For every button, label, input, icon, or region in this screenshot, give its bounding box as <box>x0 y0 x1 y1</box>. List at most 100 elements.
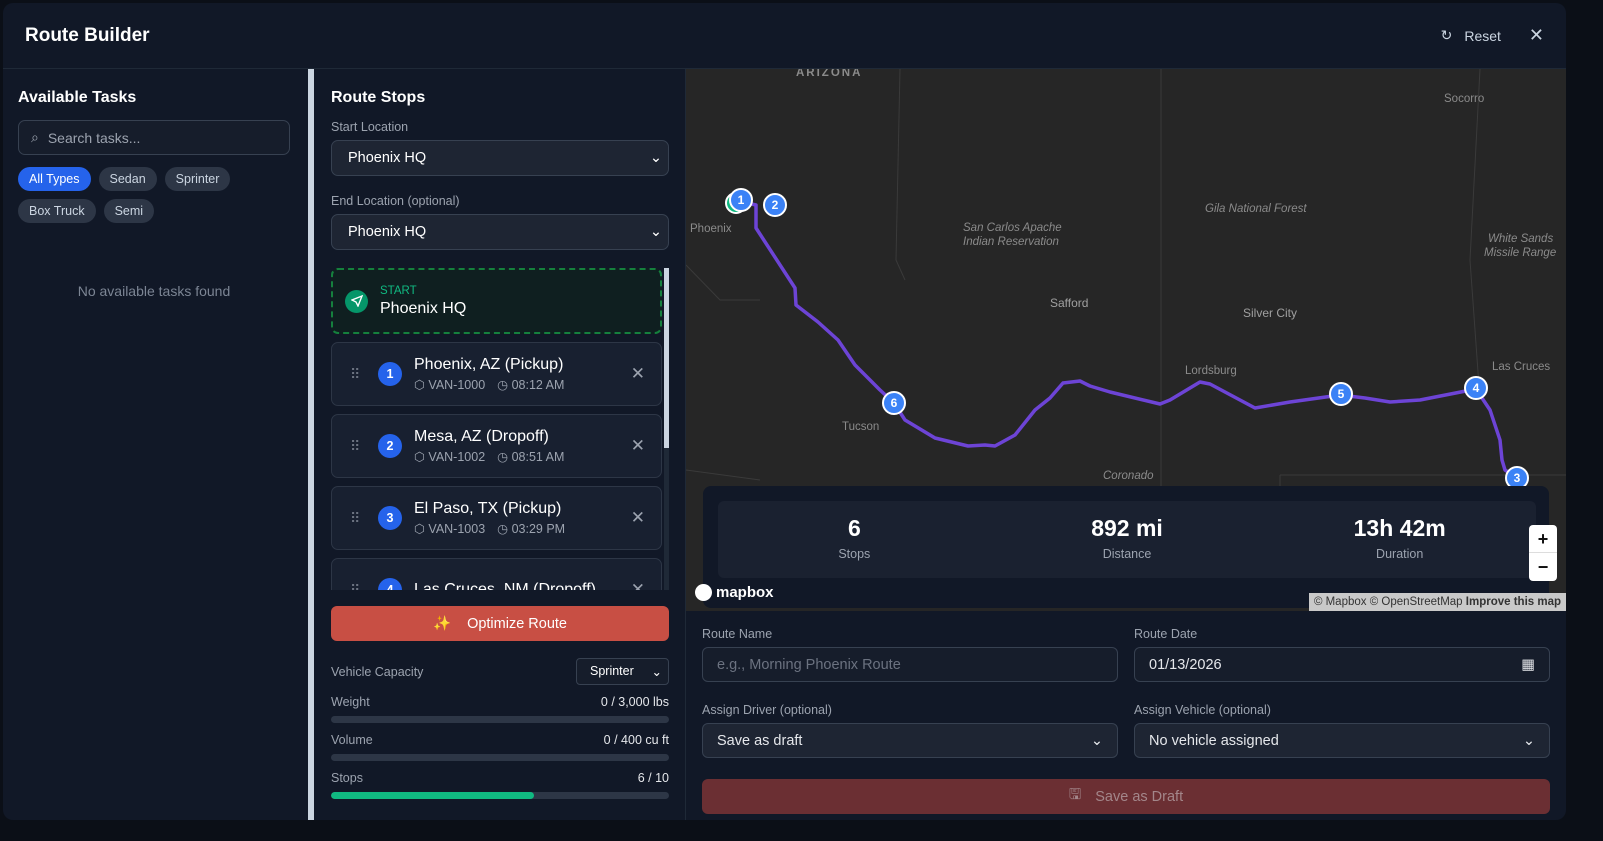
package-icon: ⬡ <box>414 450 425 464</box>
driver-label: Assign Driver (optional) <box>702 703 832 717</box>
driver-select[interactable]: Save as draft ⌄ <box>702 723 1118 758</box>
stop-name: Las Cruces, NM (Dropoff) <box>414 581 596 590</box>
remove-stop-icon[interactable]: ✕ <box>630 508 645 527</box>
stat-distance: 892 mi Distance <box>991 501 1264 578</box>
stop-list-scrollbar[interactable] <box>664 268 669 590</box>
drag-handle-icon[interactable]: ⠿ <box>350 437 361 454</box>
stop-marker[interactable]: 3 <box>1505 466 1529 490</box>
remove-stop-icon[interactable]: ✕ <box>630 364 645 383</box>
stop-name: El Paso, TX (Pickup) <box>414 500 562 517</box>
modal-header: Route Builder ↻ Reset ✕ <box>3 3 1566 69</box>
reset-button[interactable]: ↻ Reset <box>1441 27 1501 44</box>
stops-value: 6 / 10 <box>637 771 669 785</box>
search-icon: ⌕ <box>31 129 39 145</box>
stop-marker[interactable]: 5 <box>1329 382 1353 406</box>
map-label-silver-city: Silver City <box>1243 306 1297 320</box>
save-label: Save as Draft <box>1095 788 1184 805</box>
stop-vehicle: VAN-1000 <box>428 378 486 392</box>
zoom-in-button[interactable]: + <box>1529 525 1557 553</box>
optimize-route-button[interactable]: ✨ Optimize Route <box>331 606 669 641</box>
time-meta: ◷ 03:29 PM <box>497 521 565 536</box>
remove-stop-icon[interactable]: ✕ <box>630 436 645 455</box>
zoom-out-button[interactable]: − <box>1537 557 1549 577</box>
optimize-label: Optimize Route <box>467 615 567 632</box>
weight-bar <box>331 716 669 723</box>
marker-circle <box>1329 382 1353 406</box>
filter-box-truck[interactable]: Box Truck <box>18 199 96 223</box>
stop-marker[interactable]: 2 <box>763 193 787 217</box>
driver-value: Save as draft <box>717 732 803 749</box>
filter-sprinter[interactable]: Sprinter <box>164 167 231 191</box>
stops-label: Stops <box>331 771 363 785</box>
map-label-white-sands: White Sands <box>1488 233 1553 245</box>
start-location-select[interactable]: Phoenix HQ ⌄ <box>331 140 669 176</box>
stop-marker[interactable]: 1 <box>729 188 753 212</box>
map-label-safford: Safford <box>1050 296 1088 310</box>
calendar-icon[interactable]: ▦ <box>1521 656 1535 673</box>
filter-sedan[interactable]: Sedan <box>98 167 157 191</box>
route-date-label: Route Date <box>1134 627 1198 641</box>
stat-duration: 13h 42m Duration <box>1263 501 1536 578</box>
marker-label: 3 <box>1514 471 1521 485</box>
map-label-missile-range: Missile Range <box>1484 247 1556 259</box>
improve-map-link[interactable]: Improve this map <box>1465 596 1561 608</box>
stop-card[interactable]: ⠿ 1 Phoenix, AZ (Pickup) ⬡ VAN-1000 ◷ 08:12 … <box>331 342 662 406</box>
vehicle-meta: ⬡ VAN-1003 <box>414 521 485 536</box>
stop-vehicle: VAN-1002 <box>428 450 486 464</box>
stat-value: 892 mi <box>1091 515 1163 541</box>
chevron-down-icon: ⌄ <box>651 665 662 679</box>
drag-handle-icon[interactable]: ⠿ <box>350 365 361 382</box>
stops-bar <box>331 792 669 799</box>
vehicle-capacity-label: Vehicle Capacity <box>331 664 424 679</box>
panel-resize-handle[interactable] <box>308 69 314 820</box>
map-attribution: © Mapbox © OpenStreetMap Improve this ma… <box>1308 593 1566 611</box>
capacity-vehicle-select[interactable]: Sprinter ⌄ <box>576 658 669 685</box>
chevron-down-icon: ⌄ <box>649 150 662 166</box>
marker-circle <box>763 193 787 217</box>
available-tasks-panel: Available Tasks ⌕ Search tasks... All Typ… <box>3 69 305 820</box>
vehicle-select[interactable]: No vehicle assigned ⌄ <box>1134 723 1550 758</box>
stop-time: 03:29 PM <box>511 522 566 536</box>
search-input[interactable]: ⌕ Search tasks... <box>18 120 290 155</box>
stop-card[interactable]: ⠿ 3 El Paso, TX (Pickup) ⬡ VAN-1003 ◷ 03:29 … <box>331 486 662 550</box>
stop-name: Phoenix, AZ (Pickup) <box>414 356 564 373</box>
route-name-input[interactable]: e.g., Morning Phoenix Route <box>702 647 1118 682</box>
map-label-las-cruces: Las Cruces <box>1492 361 1550 373</box>
zoom-control: + − <box>1529 525 1557 581</box>
modal-title: Route Builder <box>25 24 150 46</box>
close-icon[interactable]: ✕ <box>1528 25 1544 45</box>
filter-semi[interactable]: Semi <box>103 199 155 223</box>
filter-all-types[interactable]: All Types <box>18 167 91 191</box>
stat-label: Duration <box>1376 547 1424 561</box>
attribution-text[interactable]: © Mapbox © OpenStreetMap <box>1313 596 1463 608</box>
stop-marker[interactable]: 6 <box>882 391 906 415</box>
stat-value: 13h 42m <box>1353 515 1446 541</box>
start-location-value: Phoenix HQ <box>348 150 427 166</box>
remove-stop-icon[interactable]: ✕ <box>630 580 645 590</box>
route-stops-title: Route Stops <box>331 89 426 106</box>
map-canvas[interactable]: ARIZONA Socorro Gila National Forest San… <box>686 69 1566 611</box>
marker-label: 1 <box>738 193 745 207</box>
stop-card[interactable]: ⠿ 4 Las Cruces, NM (Dropoff) ✕ <box>331 558 662 590</box>
route-date-input[interactable]: 01/13/2026 ▦ <box>1134 647 1550 682</box>
capacity-vehicle-value: Sprinter <box>590 664 634 678</box>
mapbox-logo[interactable]: mapbox <box>695 584 774 601</box>
vehicle-value: No vehicle assigned <box>1149 732 1279 749</box>
map-label-socorro: Socorro <box>1444 93 1484 105</box>
route-map[interactable]: ARIZONA Socorro Gila National Forest San… <box>686 69 1566 611</box>
save-draft-button[interactable]: 🖫 Save as Draft <box>702 779 1550 814</box>
volume-bar <box>331 754 669 761</box>
stop-card[interactable]: ⠿ 2 Mesa, AZ (Dropoff) ⬡ VAN-1002 ◷ 08:51 AM… <box>331 414 662 478</box>
weight-value: 0 / 3,000 lbs <box>600 695 669 709</box>
route-stops-panel: Route Stops Start Location Phoenix HQ ⌄ E… <box>314 69 686 820</box>
available-tasks-title: Available Tasks <box>18 89 137 106</box>
end-location-select[interactable]: Phoenix HQ ⌄ <box>331 214 669 250</box>
end-location-label: End Location (optional) <box>331 194 460 208</box>
end-location-value: Phoenix HQ <box>348 224 427 240</box>
stop-marker[interactable]: 4 <box>1464 376 1488 400</box>
drag-handle-icon[interactable]: ⠿ <box>350 509 361 526</box>
vehicle-label: Assign Vehicle (optional) <box>1134 703 1271 717</box>
drag-handle-icon[interactable]: ⠿ <box>350 581 361 591</box>
stat-value: 6 <box>847 515 861 541</box>
chevron-down-icon: ⌄ <box>1522 732 1535 749</box>
